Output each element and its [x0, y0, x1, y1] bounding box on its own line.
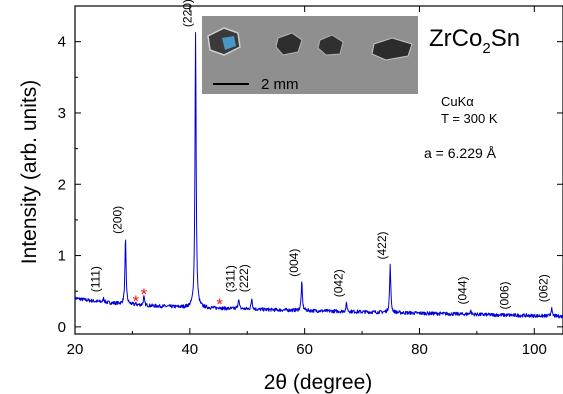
compound-formula: ZrCo2Sn	[429, 25, 520, 57]
impurity-markers: * **	[133, 285, 224, 314]
peak-label-006: (006)	[498, 281, 512, 309]
crystal-2	[275, 32, 303, 56]
x-axis-title: 2θ (degree)	[264, 371, 373, 394]
x-tick-label: 20	[67, 341, 84, 358]
lattice-parameter-label: a = 6.229 Å	[424, 145, 497, 161]
y-tick-label: 4	[58, 34, 66, 51]
axis-ticks	[74, 6, 563, 334]
impurity-marker: *	[133, 292, 140, 311]
y-tick-label: 2	[58, 176, 66, 193]
peak-label-220: (220)	[181, 0, 195, 27]
temperature-label: T = 300 K	[441, 111, 498, 126]
peak-labels: (111) (200) (220) (311) (222) (004) (042) (422)…	[89, 0, 551, 310]
peak-label-062: (062)	[537, 274, 551, 302]
peak-label-222: (222)	[237, 264, 251, 292]
x-tick-label: 100	[522, 341, 547, 358]
y-tick-label: 1	[58, 248, 66, 265]
peak-label-422: (422)	[375, 231, 389, 259]
peak-label-111: (111)	[89, 266, 103, 292]
y-tick-label: 3	[58, 105, 66, 122]
y-tick-label: 0	[58, 319, 66, 336]
crystal-4	[371, 37, 413, 61]
peak-label-004: (004)	[287, 249, 301, 277]
peak-label-044: (044)	[456, 276, 470, 304]
scale-bar-label: 2 mm	[261, 76, 299, 93]
crystal-3	[317, 34, 344, 56]
x-tick-label: 80	[411, 341, 428, 358]
radiation-label: CuKα	[441, 94, 474, 109]
x-tick-label: 60	[296, 341, 313, 358]
plot-frame	[74, 5, 563, 335]
y-axis-title: Intensity (arb. units)	[18, 80, 41, 264]
diffraction-pattern-line	[74, 32, 563, 319]
peak-label-311: (311)	[224, 265, 238, 292]
axis-tick-labels: 20 40 60 80 100 0 1 2 3 4	[58, 34, 547, 358]
peak-label-200: (200)	[111, 206, 125, 234]
peak-label-042: (042)	[332, 269, 346, 297]
impurity-marker: *	[216, 295, 223, 314]
x-tick-label: 40	[181, 341, 198, 358]
crystal-photo-inset: 2 mm	[202, 16, 418, 94]
impurity-marker: *	[141, 285, 148, 304]
